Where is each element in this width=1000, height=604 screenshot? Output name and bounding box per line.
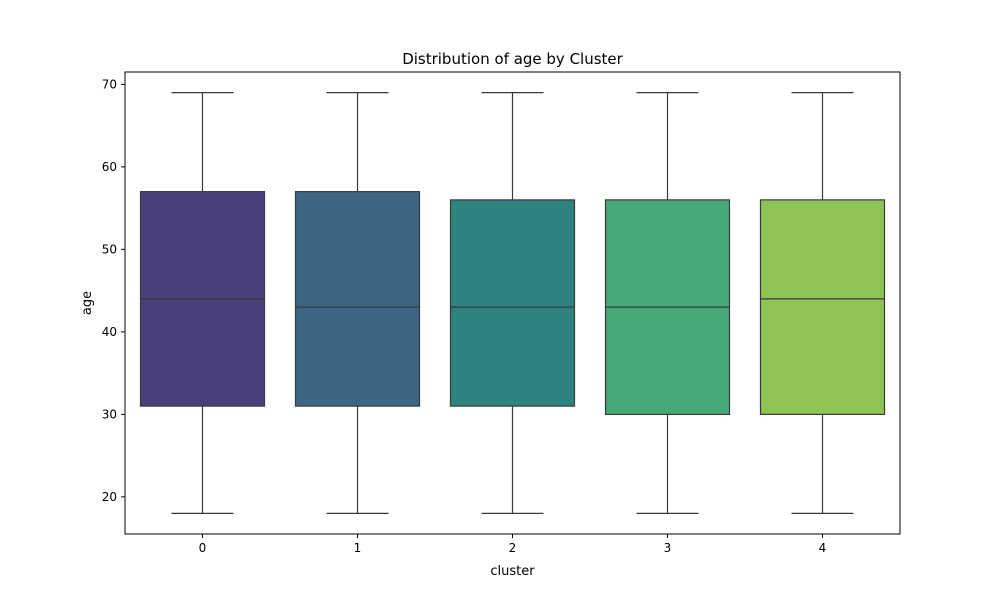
y-axis-label: age: [80, 291, 95, 315]
box-3: [604, 92, 731, 514]
y-tick-label-20: 20: [102, 490, 117, 504]
x-tick-label-3: 3: [664, 541, 672, 555]
x-tick-label-2: 2: [509, 541, 517, 555]
box-4: [759, 92, 886, 514]
y-tick-label-70: 70: [102, 77, 117, 91]
box-body-1: [294, 191, 421, 407]
box-body-2: [449, 199, 576, 407]
plot-area: 20 30 40 50 60 70 0 1 2 3 4: [102, 71, 901, 555]
box-1: [294, 92, 421, 514]
y-tick-label-50: 50: [102, 242, 117, 256]
x-tick-label-4: 4: [819, 541, 827, 555]
chart-title: Distribution of age by Cluster: [402, 50, 623, 68]
box-0: [139, 92, 266, 514]
y-tick-label-40: 40: [102, 325, 117, 339]
x-tick-label-1: 1: [354, 541, 362, 555]
y-tick-label-60: 60: [102, 160, 117, 174]
y-tick-label-30: 30: [102, 407, 117, 421]
x-axis-label: cluster: [490, 564, 535, 579]
box-2: [449, 92, 576, 514]
box-body-4: [759, 199, 886, 415]
x-tick-label-0: 0: [199, 541, 207, 555]
